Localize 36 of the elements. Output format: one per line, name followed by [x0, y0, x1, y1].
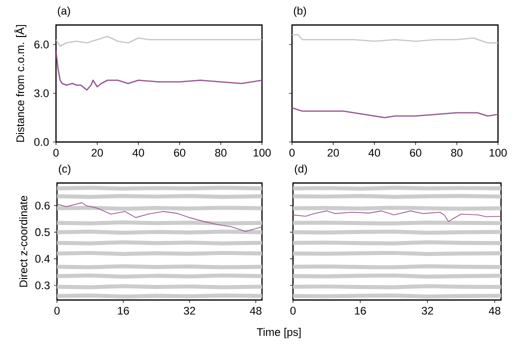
chart-title: (c) — [58, 164, 70, 175]
x-tick-label: 20 — [92, 148, 103, 157]
x-tick-label: 40 — [132, 148, 144, 157]
x-tick-label: 100 — [490, 148, 507, 157]
x-tick-label: 0 — [53, 148, 59, 157]
x-tick-label: 60 — [410, 148, 422, 157]
x-tick-label: 16 — [354, 306, 366, 315]
x-tick-label: 60 — [174, 148, 186, 157]
x-tick-label: 20 — [328, 148, 339, 157]
y-tick-label: 6.0 — [34, 40, 49, 48]
x-tick-label: 16 — [118, 306, 129, 315]
chart-title: (b) — [294, 6, 306, 17]
chart-title: (a) — [58, 6, 70, 17]
x-tick-label: 0 — [289, 148, 295, 157]
x-tick-label: 0 — [290, 306, 296, 315]
y-tick-label: 0.3 — [35, 281, 50, 290]
x-tick-label: 32 — [184, 306, 196, 315]
x-tick-label: 32 — [422, 306, 434, 315]
x-tick-label: 48 — [488, 306, 500, 315]
x-tick-label: 80 — [451, 148, 462, 157]
line-series — [56, 50, 262, 91]
y-tick-label: 0.4 — [35, 254, 50, 263]
y-tick-label: 3.0 — [34, 89, 49, 98]
y-tick-label: 0.5 — [35, 228, 50, 236]
y-tick-label: 0.0 — [34, 138, 49, 146]
y-axis-title: Direct z-coordinate — [19, 196, 28, 287]
chart-title: (d) — [294, 164, 307, 175]
y-axis-title: Distance from c.o.m. [Å] — [14, 25, 26, 142]
x-axis-title: Time [ps] — [256, 328, 301, 338]
x-tick-label: 0 — [54, 306, 60, 315]
line-series — [57, 202, 262, 232]
x-tick-label: 100 — [254, 148, 271, 157]
x-tick-label: 40 — [368, 148, 380, 157]
x-tick-label: 80 — [215, 148, 226, 157]
x-tick-label: 48 — [250, 306, 262, 315]
y-tick-label: 0.6 — [35, 202, 50, 210]
